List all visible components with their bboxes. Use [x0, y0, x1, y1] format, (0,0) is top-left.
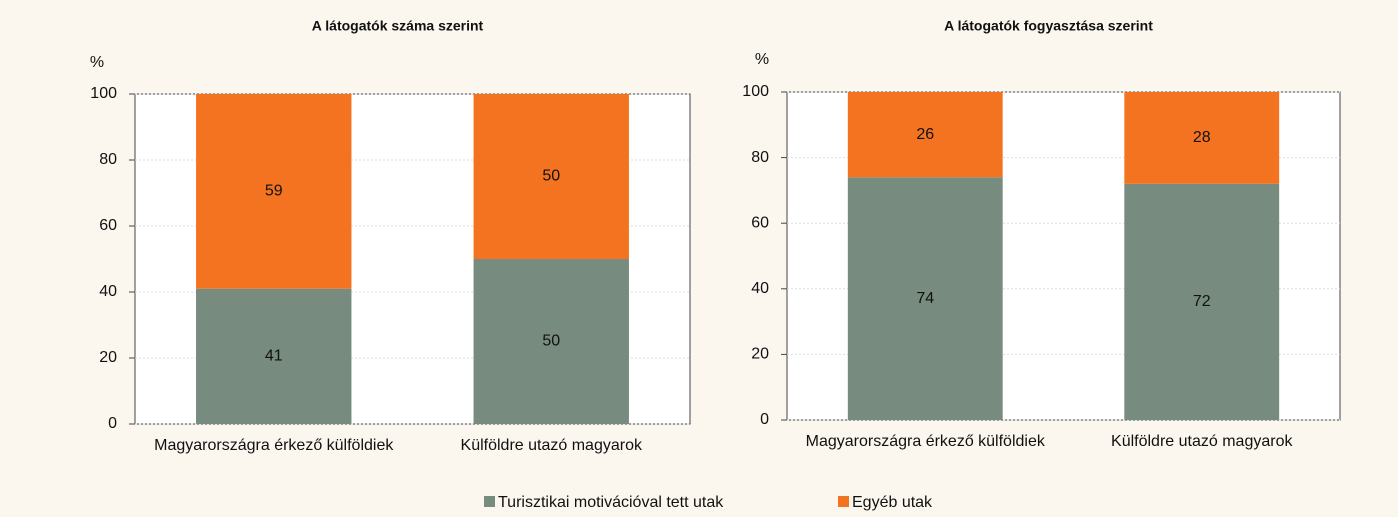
data-label: 50	[542, 168, 560, 185]
y-tick-label: 0	[760, 411, 769, 428]
data-label: 74	[916, 290, 934, 307]
legend-label: Egyéb utak	[852, 494, 933, 511]
bar-segment: Egyéb utak	[196, 94, 352, 289]
y-tick-label: 60	[751, 214, 769, 231]
y-tick-label: 80	[99, 151, 117, 168]
y-tick-label: 80	[751, 149, 769, 166]
bar-segment: Turisztikai motivációval tett utak	[1124, 183, 1280, 420]
data-label: 28	[1193, 129, 1211, 146]
bar-segment: Turisztikai motivációval tett utak	[473, 259, 629, 424]
bar-segment: Turisztikai motivációval tett utak	[847, 177, 1003, 420]
chart-title: A látogatók száma szerint	[312, 18, 484, 34]
y-tick-label: 40	[99, 283, 117, 300]
data-label: 59	[265, 183, 283, 200]
y-tick-label: 60	[99, 217, 117, 234]
bar-segment: Egyéb utak	[473, 94, 629, 259]
data-label: 72	[1193, 293, 1211, 310]
legend-label: Turisztikai motivációval tett utak	[498, 494, 724, 511]
bar-segment: Egyéb utak	[847, 92, 1003, 178]
data-label: 41	[265, 348, 283, 365]
chart-title: A látogatók fogyasztása szerint	[944, 18, 1153, 34]
legend-swatch	[838, 496, 849, 507]
data-label: 26	[916, 126, 934, 143]
bar-segment: Egyéb utak	[1124, 92, 1280, 184]
y-tick-label: 40	[751, 280, 769, 297]
y-axis-label: %	[90, 54, 104, 71]
y-tick-label: 100	[742, 83, 769, 100]
y-axis-label: %	[755, 51, 769, 68]
y-tick-label: 20	[99, 349, 117, 366]
y-tick-label: 100	[90, 85, 117, 102]
data-label: 50	[542, 333, 560, 350]
y-tick-label: 20	[751, 346, 769, 363]
x-tick-label: Magyarországra érkező külföldiek	[154, 437, 394, 454]
x-tick-label: Külföldre utazó magyarok	[1111, 433, 1293, 450]
legend-swatch	[484, 496, 495, 507]
bar-segment: Turisztikai motivációval tett utak	[196, 288, 352, 424]
x-tick-label: Magyarországra érkező külföldiek	[806, 433, 1046, 450]
x-tick-label: Külföldre utazó magyarok	[461, 437, 643, 454]
y-tick-label: 0	[108, 415, 117, 432]
